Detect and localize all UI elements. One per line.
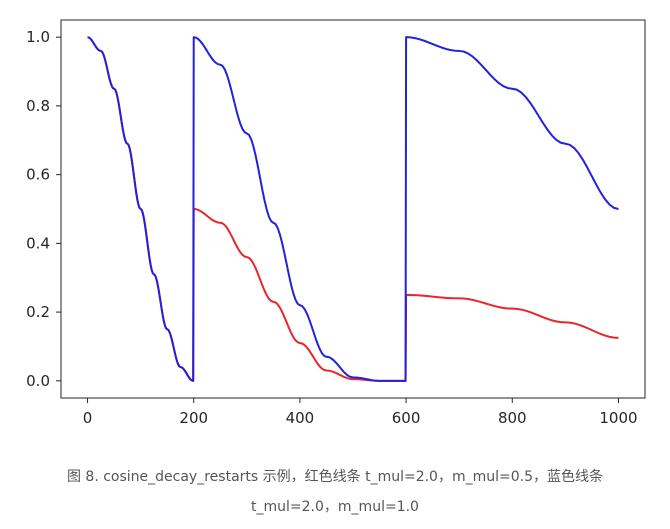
- plot-area: [60, 19, 646, 399]
- x-tick-label: 600: [392, 409, 421, 427]
- y-tick-label: 0.2: [26, 303, 50, 321]
- figure-caption-line-2: t_mul=2.0，m_mul=1.0: [251, 499, 419, 515]
- x-tick-label: 1000: [599, 409, 637, 427]
- x-tick-label: 400: [286, 409, 315, 427]
- figure-caption-line-1: 图 8. cosine_decay_restarts 示例，红色线条 t_mul…: [66, 469, 604, 485]
- y-tick-label: 1.0: [26, 28, 50, 46]
- x-tick-label: 800: [498, 409, 527, 427]
- y-tick-label: 0.0: [26, 372, 50, 390]
- line-chart: 0 200 400 600 800 1000 0.0 0.2 0.4 0.6 0.8 1.0: [26, 19, 646, 427]
- x-tick-label: 0: [83, 409, 93, 427]
- y-axis: 0.0 0.2 0.4 0.6 0.8 1.0: [26, 28, 61, 390]
- x-tick-label: 200: [179, 409, 208, 427]
- blue-series-line: [87, 36, 619, 382]
- series-layer: [87, 36, 619, 382]
- x-axis: 0 200 400 600 800 1000: [83, 398, 638, 427]
- y-tick-label: 0.6: [26, 166, 50, 184]
- y-tick-label: 0.8: [26, 97, 50, 115]
- y-tick-label: 0.4: [26, 234, 50, 252]
